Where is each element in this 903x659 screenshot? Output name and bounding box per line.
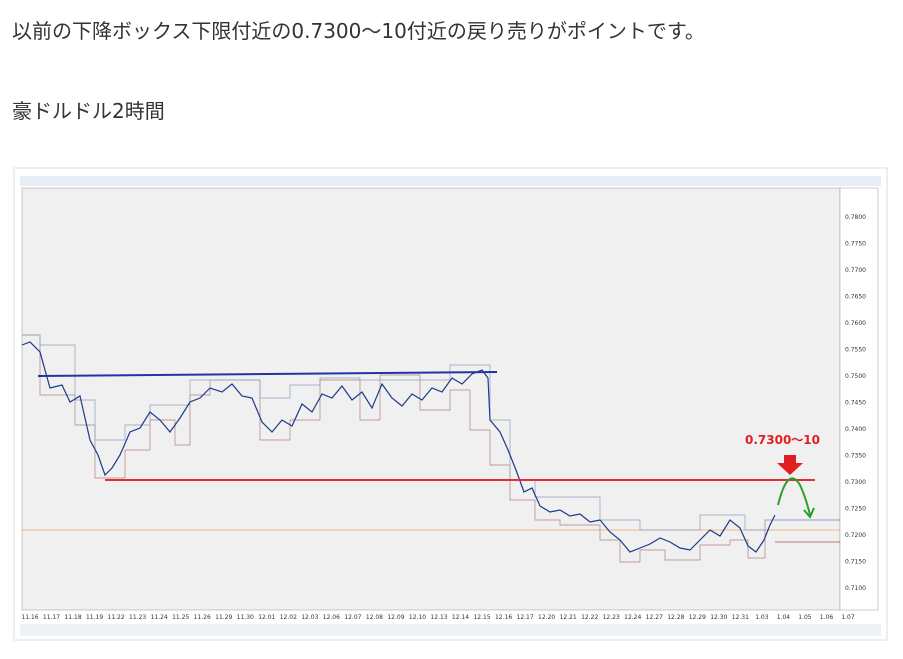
y-tick-label: 0.7800 bbox=[845, 214, 866, 221]
x-tick-label: 11.29 bbox=[215, 614, 232, 621]
x-tick-label: 12.13 bbox=[430, 614, 447, 621]
y-tick-label: 0.7650 bbox=[845, 294, 866, 301]
y-tick-label: 0.7600 bbox=[845, 320, 866, 327]
y-tick-label: 0.7550 bbox=[845, 347, 866, 354]
x-tick-label: 1.03 bbox=[755, 614, 769, 621]
plot-area bbox=[21, 187, 841, 611]
x-tick-label: 1.05 bbox=[798, 614, 812, 621]
x-tick-label: 12.07 bbox=[344, 614, 361, 621]
y-tick-label: 0.7250 bbox=[845, 506, 866, 513]
x-tick-label: 12.15 bbox=[473, 614, 490, 621]
y-tick-label: 0.7750 bbox=[845, 241, 866, 248]
x-tick-label: 12.28 bbox=[667, 614, 684, 621]
x-tick-label: 11.23 bbox=[129, 614, 146, 621]
price-axis bbox=[839, 187, 879, 611]
lead-text: 以前の下降ボックス下限付近の0.7300〜10付近の戻り売りがポイントです。 bbox=[12, 19, 705, 43]
price-line bbox=[21, 341, 776, 553]
x-tick-label: 12.22 bbox=[581, 614, 598, 621]
x-tick-label: 12.10 bbox=[409, 614, 426, 621]
x-tick-label: 12.01 bbox=[258, 614, 275, 621]
y-tick-label: 0.7300 bbox=[845, 479, 866, 486]
x-tick-label: 11.19 bbox=[86, 614, 103, 621]
x-tick-label: 12.17 bbox=[517, 614, 534, 621]
box-top-line bbox=[37, 371, 498, 377]
box-outline bbox=[22, 334, 770, 531]
x-tick-label: 12.06 bbox=[323, 614, 340, 621]
y-tick-label: 0.7700 bbox=[845, 267, 866, 274]
y-tick-label: 0.7200 bbox=[845, 532, 866, 539]
window-toolbar bbox=[20, 624, 881, 636]
x-tick-label: 12.27 bbox=[646, 614, 663, 621]
x-labels: 11.16 11.17 11.18 11.19 11.22 11.23 11.24 11.25… bbox=[21, 614, 854, 621]
x-tick-label: 12.30 bbox=[710, 614, 727, 621]
x-tick-label: 12.24 bbox=[624, 614, 641, 621]
y-tick-label: 0.7100 bbox=[845, 585, 866, 592]
x-tick-label: 12.03 bbox=[301, 614, 318, 621]
x-tick-label: 11.17 bbox=[43, 614, 60, 621]
x-tick-label: 11.24 bbox=[151, 614, 168, 621]
x-tick-label: 11.16 bbox=[21, 614, 38, 621]
x-tick-label: 11.30 bbox=[237, 614, 254, 621]
window-titlebar bbox=[20, 176, 881, 186]
x-tick-label: 1.06 bbox=[820, 614, 834, 621]
x-tick-label: 12.23 bbox=[603, 614, 620, 621]
x-tick-label: 11.22 bbox=[108, 614, 125, 621]
x-tick-label: 1.04 bbox=[777, 614, 791, 621]
y-tick-label: 0.7450 bbox=[845, 400, 866, 407]
x-tick-label: 12.31 bbox=[732, 614, 749, 621]
x-tick-label: 12.14 bbox=[452, 614, 469, 621]
x-tick-label: 12.29 bbox=[689, 614, 706, 621]
y-tick-label: 0.7400 bbox=[845, 426, 866, 433]
x-tick-label: 12.16 bbox=[495, 614, 512, 621]
x-tick-label: 1.07 bbox=[841, 614, 855, 621]
x-tick-label: 11.25 bbox=[172, 614, 189, 621]
caption: 豪ドルドル2時間 bbox=[12, 99, 165, 123]
y-labels: 0.7800 0.7750 0.7700 0.7650 0.7600 0.7550 0.75… bbox=[845, 214, 866, 592]
x-tick-label: 12.08 bbox=[366, 614, 383, 621]
x-tick-label: 12.09 bbox=[387, 614, 404, 621]
scenario-arrowhead bbox=[803, 507, 815, 519]
x-tick-label: 11.26 bbox=[194, 614, 211, 621]
x-tick-label: 12.21 bbox=[560, 614, 577, 621]
y-tick-label: 0.7150 bbox=[845, 559, 866, 566]
y-tick-label: 0.7500 bbox=[845, 373, 866, 380]
x-tick-label: 11.18 bbox=[64, 614, 81, 621]
arrow-down bbox=[777, 455, 803, 475]
x-tick-label: 12.02 bbox=[280, 614, 297, 621]
y-tick-label: 0.7350 bbox=[845, 453, 866, 460]
x-tick-label: 12.20 bbox=[538, 614, 555, 621]
scenario-arrow bbox=[777, 477, 811, 516]
annotation: 0.7300〜10 bbox=[745, 433, 820, 447]
box-outline bbox=[22, 334, 775, 563]
